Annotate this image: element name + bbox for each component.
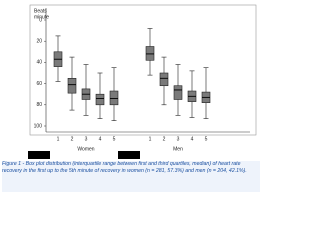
- x-tick-label: 2: [163, 136, 166, 142]
- y-tick-label: 60: [36, 81, 42, 87]
- x-tick-label: 5: [113, 136, 116, 142]
- x-tick-label: 1: [149, 136, 152, 142]
- y-tick-label: 20: [36, 39, 42, 45]
- group-label: Women: [77, 146, 94, 152]
- x-tick-label: 3: [177, 136, 180, 142]
- y-tick-label: 0: [39, 17, 42, 23]
- y-axis-label: Beats: [34, 8, 47, 14]
- x-tick-label: 4: [191, 136, 194, 142]
- box: [95, 93, 105, 106]
- group-label: Men: [173, 146, 183, 152]
- box: [67, 78, 77, 94]
- box: [173, 85, 183, 100]
- box: [159, 72, 169, 87]
- x-tick-label: 5: [205, 136, 208, 142]
- box: [109, 90, 119, 106]
- x-tick-label: 1: [57, 136, 60, 142]
- page: Beats minute 0 20 40 60 80 100 1 2 3 4 5 Women 1 2 3 4 5 Me…: [2, 4, 260, 192]
- redaction: [28, 151, 50, 159]
- y-tick-label: 40: [36, 60, 42, 66]
- caption: Figure 1 - Box plot distribution (interq…: [2, 161, 260, 192]
- y-axis-label: minute: [34, 14, 49, 20]
- frame: [29, 4, 257, 136]
- x-tick-label: 2: [71, 136, 74, 142]
- x-tick-label: 4: [99, 136, 102, 142]
- y-tick-label: 80: [36, 102, 42, 108]
- y-tick-label: 100: [34, 123, 43, 129]
- redaction: [118, 151, 140, 159]
- x-tick-label: 3: [85, 136, 88, 142]
- box: [145, 46, 155, 61]
